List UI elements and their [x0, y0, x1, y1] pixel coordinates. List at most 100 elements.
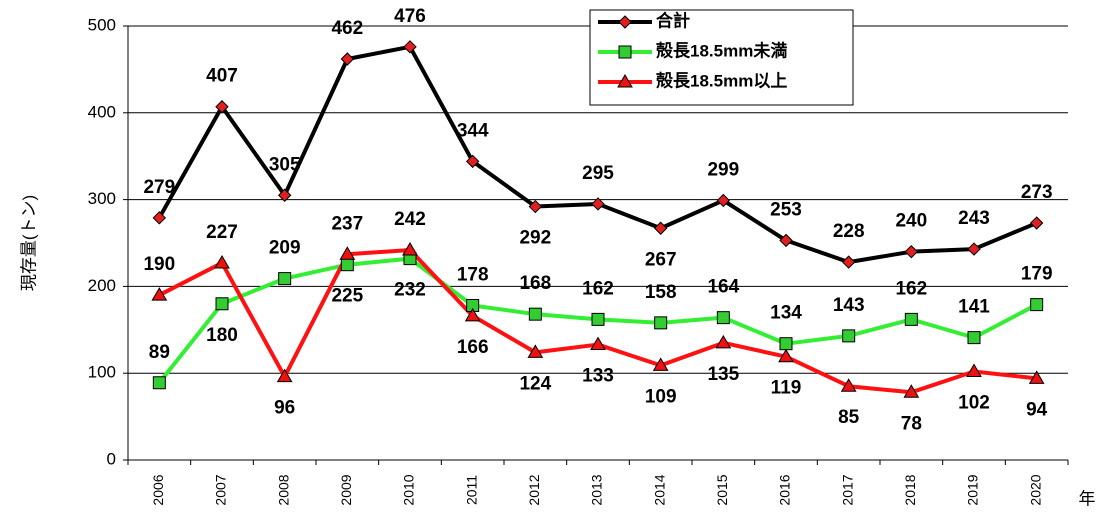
- marker: [276, 368, 293, 383]
- marker: [402, 241, 418, 256]
- marker: [340, 52, 355, 66]
- marker: [1029, 216, 1044, 230]
- data-label: 134: [770, 303, 802, 324]
- data-label: 102: [958, 392, 990, 413]
- x-tick-label: 2019: [965, 474, 981, 505]
- data-label: 94: [1026, 399, 1048, 420]
- data-label: 135: [707, 364, 739, 385]
- x-tick-label: 2010: [401, 474, 417, 505]
- marker: [779, 337, 793, 351]
- data-label: 237: [331, 213, 363, 234]
- data-label: 133: [582, 366, 614, 387]
- x-tick-label: 2016: [777, 474, 793, 505]
- x-tick-label: 2008: [275, 474, 291, 505]
- data-label: 179: [1021, 264, 1053, 285]
- data-label: 141: [958, 297, 990, 318]
- marker: [715, 334, 732, 349]
- data-label: 242: [394, 209, 426, 230]
- marker: [654, 316, 668, 330]
- data-label: 295: [582, 163, 614, 184]
- marker: [277, 188, 292, 202]
- data-label: 273: [1021, 182, 1053, 203]
- x-tick-label: 2006: [150, 474, 166, 505]
- data-label: 178: [457, 265, 489, 286]
- marker: [339, 246, 356, 260]
- data-label: 168: [519, 273, 551, 294]
- y-tick-label: 0: [107, 449, 116, 468]
- marker: [1028, 370, 1045, 384]
- marker: [528, 307, 542, 321]
- data-label: 143: [833, 295, 865, 316]
- data-label: 305: [269, 154, 301, 175]
- marker: [716, 311, 730, 325]
- x-axis-label: 年: [1079, 489, 1096, 508]
- marker: [904, 312, 918, 326]
- marker: [967, 331, 981, 345]
- marker: [591, 197, 605, 211]
- marker: [716, 193, 731, 208]
- x-tick-label: 2011: [463, 475, 479, 505]
- data-label: 78: [901, 413, 922, 434]
- marker: [152, 211, 167, 225]
- marker: [653, 221, 668, 235]
- y-axis-label: 現存量(トン): [19, 195, 38, 291]
- x-tick-label: 2017: [839, 474, 855, 505]
- data-label: 227: [206, 222, 238, 243]
- marker: [465, 154, 480, 169]
- data-label: 407: [206, 66, 238, 87]
- data-label: 462: [331, 18, 363, 39]
- marker: [215, 100, 229, 114]
- data-label: 190: [143, 254, 175, 275]
- marker: [904, 244, 919, 259]
- x-tick-label: 2020: [1027, 474, 1043, 505]
- data-label: 299: [707, 159, 739, 180]
- y-tick-label: 500: [88, 15, 116, 34]
- marker: [152, 376, 166, 390]
- marker: [779, 233, 793, 248]
- legend-label: 合計: [656, 10, 690, 30]
- marker: [591, 312, 605, 326]
- marker: [966, 363, 982, 377]
- y-tick-label: 200: [88, 276, 116, 295]
- data-label: 164: [707, 277, 739, 298]
- marker: [618, 15, 632, 29]
- marker: [1030, 298, 1044, 312]
- marker: [278, 272, 292, 286]
- legend-label: 殻長18.5mm未満: [656, 40, 787, 60]
- data-label: 228: [833, 221, 865, 242]
- marker: [215, 297, 229, 311]
- marker: [528, 199, 543, 214]
- x-tick-label: 2015: [714, 474, 730, 505]
- marker: [340, 258, 354, 272]
- data-label: 292: [519, 228, 551, 249]
- x-tick-label: 2013: [589, 474, 605, 505]
- data-label: 209: [269, 238, 301, 259]
- y-tick-label: 300: [88, 189, 116, 208]
- data-label: 180: [206, 325, 238, 346]
- marker: [967, 242, 981, 256]
- x-tick-label: 2007: [213, 474, 229, 505]
- legend-label: 殻長18.5mm以上: [656, 70, 787, 90]
- data-label: 109: [645, 386, 677, 407]
- x-tick-label: 2018: [902, 474, 918, 505]
- y-tick-label: 400: [88, 102, 116, 121]
- marker: [151, 287, 168, 301]
- x-tick-label: 2014: [651, 474, 667, 505]
- marker: [527, 344, 544, 358]
- legend-box: [589, 9, 854, 106]
- x-tick-label: 2009: [338, 474, 354, 505]
- y-tick-label: 100: [88, 363, 116, 382]
- data-label: 85: [838, 407, 860, 428]
- data-label: 124: [519, 373, 551, 394]
- data-label: 162: [582, 278, 614, 299]
- data-label: 279: [143, 177, 175, 198]
- marker: [617, 74, 633, 88]
- marker: [778, 348, 794, 363]
- data-label: 158: [645, 282, 677, 303]
- data-label: 240: [895, 211, 927, 232]
- x-tick-label: 2012: [526, 474, 542, 505]
- data-label: 119: [771, 378, 802, 399]
- marker: [841, 255, 856, 269]
